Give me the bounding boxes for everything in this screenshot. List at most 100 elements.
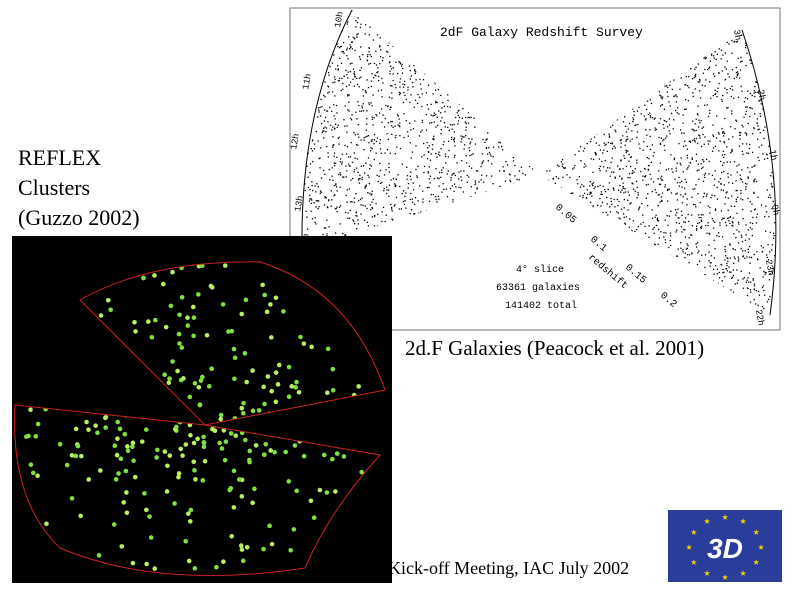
dot [700,163,702,165]
dot [427,147,429,149]
dot [389,108,391,111]
dot [600,191,603,193]
dot [490,155,492,157]
dot [334,194,336,196]
dot [312,160,314,163]
dot [306,228,309,230]
dot [653,232,655,235]
dot [351,62,353,64]
dot [383,126,386,128]
dot [394,185,397,188]
dot [334,118,336,120]
dot [707,143,710,145]
dot [625,216,628,218]
dot [677,208,679,210]
dot [404,80,406,83]
dot [736,40,739,42]
dot [348,48,351,50]
dot [692,139,694,142]
dot [722,132,724,134]
dot [753,192,755,195]
dot [753,289,756,291]
dot [663,127,665,129]
dot [614,129,616,131]
dot [425,129,428,131]
dot [749,107,752,109]
dot [349,156,352,158]
dot [592,205,594,207]
dot [598,158,601,160]
dot [592,171,594,173]
dot [683,132,685,134]
dot [359,110,361,112]
dot [680,77,682,79]
dot [319,190,322,192]
dot [705,57,707,59]
dot [589,193,591,195]
dot [396,114,399,116]
dot [629,122,631,125]
dot [714,93,716,96]
dot [336,126,338,129]
dot [723,153,726,156]
dot [684,257,686,259]
dot [355,111,357,113]
dot [690,234,693,236]
dot [622,213,625,215]
dot [344,105,346,107]
dot [596,204,599,206]
dot [704,56,706,58]
dot [442,143,444,146]
dot [602,211,604,214]
dot [647,193,649,195]
dot [681,214,683,217]
dot [684,98,687,101]
dot [390,125,393,127]
dot [623,116,626,118]
dot [365,91,367,94]
dot [678,142,680,145]
dot [638,207,640,209]
dot [659,143,662,145]
dot [688,237,690,239]
dot [710,53,713,56]
dot [353,223,356,225]
dot [629,140,631,142]
dot [649,99,652,101]
dot [502,149,504,151]
dot [467,111,470,114]
dot [664,186,666,188]
dot [485,175,488,177]
dot [707,205,709,207]
dot [334,232,337,234]
dot [327,86,330,88]
dot [318,206,320,208]
dot [428,166,430,168]
dot [709,233,711,235]
dot [371,73,373,75]
dot [724,117,726,120]
dot [700,225,703,227]
dot [348,84,350,86]
dot [735,200,737,203]
dot [649,116,652,118]
dot [457,120,460,122]
dot [759,112,761,115]
dot [440,176,442,179]
dot [701,159,704,161]
dot [671,168,673,170]
dot [364,33,366,35]
dot [452,201,454,203]
dot [435,101,437,104]
dot [327,152,329,154]
dot [698,178,700,180]
dot [422,201,424,203]
dot [697,142,699,145]
dot [721,127,723,130]
dot [309,171,311,174]
dot [476,188,478,190]
dot [391,92,393,94]
dot [307,176,309,178]
dot [715,93,717,95]
dot [381,211,383,213]
